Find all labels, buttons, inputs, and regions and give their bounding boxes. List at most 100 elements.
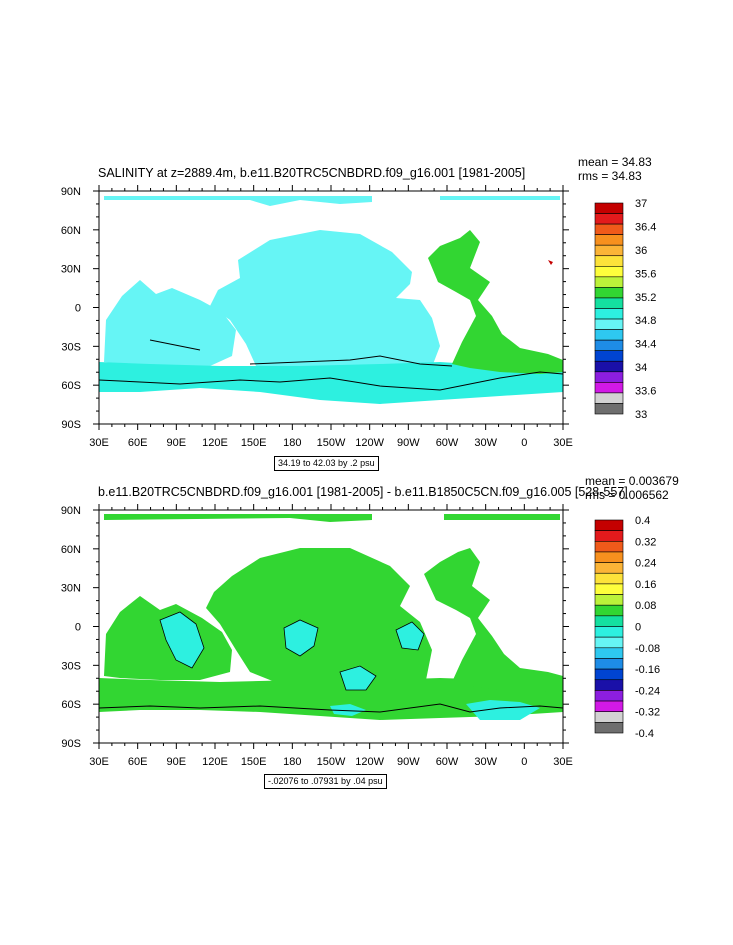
panel1-colorbar-label: 36	[635, 245, 647, 257]
panel1-colorbar-label: 33.6	[635, 386, 656, 398]
panel1-southern	[99, 362, 563, 404]
panel1-colorbar-swatch	[594, 329, 624, 341]
panel2-x-tick-label: 30E	[89, 756, 109, 768]
panel2-x-tick-label: 150E	[241, 756, 267, 768]
panel1-x-tick-label: 120E	[202, 437, 228, 449]
panel1-colorbar-swatch	[594, 244, 624, 257]
panel2-y-tick-label: 30S	[61, 660, 81, 672]
panel2-title: b.e11.B20TRC5CNBDRD.f09_g16.001 [1981-20…	[98, 485, 628, 499]
panel2-colorbar-swatch	[594, 636, 624, 649]
panel2-y-tick-label: 60S	[61, 699, 81, 711]
panel1-y-tick-label: 90N	[61, 186, 81, 198]
panel1-colorbar-swatch	[594, 287, 624, 299]
panel2-atlantic	[424, 548, 563, 692]
panel2-contour-pacific	[283, 619, 319, 657]
panel1-x-tick-label: 150E	[241, 437, 267, 449]
panel2-colorbar-label: -0.4	[635, 728, 654, 740]
panel1-colorbar-label: 35.2	[635, 292, 656, 304]
panel1-colorbar-swatch	[594, 202, 624, 214]
panel2-x-tick-label: 60E	[128, 756, 148, 768]
panel1-colorbar-swatch	[594, 276, 624, 288]
panel2-y-tick-label: 90S	[61, 738, 81, 750]
panel2-colorbar: 0.4 0.32 0.24 0.16 0.08 0 -0.08 -0.16 -0.24 -0.32…	[594, 515, 660, 740]
panel1-rms: rms = 34.83	[578, 169, 642, 183]
panel2-x-axis: 30E 60E 90E 120E 150E 180 150W 120W 90W 60W 30W 0 30…	[89, 504, 573, 768]
panel2-x-tick-label: 90E	[167, 756, 187, 768]
panel1-y-tick-label: 60N	[61, 225, 81, 237]
panel1-colorbar-swatch	[594, 255, 624, 267]
panel2-x-tick-label: 120E	[202, 756, 228, 768]
panel1-colorbar: 37 36.4 36 35.6 35.2 34.8 34.4 34 33.6 33	[594, 198, 656, 421]
panel1-x-axis: 30E 60E 90E 120E 150E 180 150W 120W 90W 60W 30W 0 30…	[89, 185, 573, 449]
panel2-colorbar-label: 0.08	[635, 600, 656, 612]
panel1-x-tick-label: 30E	[89, 437, 109, 449]
panel2-colorbar-swatch	[594, 540, 624, 553]
panel2-colorbar-swatch	[594, 658, 624, 670]
panel1-colorbar-label: 35.6	[635, 268, 656, 280]
panel2-southern	[99, 678, 563, 720]
panel1-atlantic	[428, 230, 563, 374]
panel2-y-tick-label: 90N	[61, 505, 81, 517]
panel2-colorbar-label: -0.32	[635, 707, 660, 719]
panel1-colorbar-swatch	[594, 213, 624, 225]
panel2-arctic-band	[104, 514, 372, 522]
panel2-patch-indian	[160, 612, 204, 668]
panel1-colorbar-label: 33	[635, 409, 647, 421]
panel1-x-tick-label: 120W	[355, 437, 384, 449]
panel2-colorbar-swatch	[594, 594, 624, 606]
panel1-colorbar-label: 37	[635, 198, 647, 210]
panel2-x-tick-label: 90W	[397, 756, 420, 768]
panel2-x-tick-label: 180	[283, 756, 301, 768]
panel2-x-tick-label: 150W	[317, 756, 346, 768]
panel2-rms: rms = 0.006562	[585, 488, 669, 502]
panel2-colorbar-swatch	[594, 615, 624, 627]
panel2-range-label: -.02076 to .07931 by .04 psu	[264, 774, 387, 789]
panel2-colorbar-swatch	[594, 679, 624, 691]
panel2-colorbar-swatch	[594, 604, 624, 617]
panel1-pacific	[210, 230, 440, 378]
panel2-colorbar-swatch	[594, 519, 624, 531]
panel2-colorbar-swatch	[594, 626, 624, 638]
panel1-colorbar-swatch	[594, 339, 624, 351]
panel1-colorbar-swatch	[594, 392, 624, 404]
panel2-y-tick-label: 60N	[61, 544, 81, 556]
panel1-x-tick-label: 60E	[128, 437, 148, 449]
panel1-y-tick-label: 30N	[61, 264, 81, 276]
panel1-arctic-band	[104, 196, 372, 206]
panel2-colorbar-swatch	[594, 700, 624, 712]
panel2-colorbar-swatch	[594, 711, 624, 723]
panel2-x-tick-label: 30E	[553, 756, 573, 768]
panel1-colorbar-swatch	[594, 360, 624, 373]
panel2-colorbar-swatch	[594, 530, 624, 542]
panel1-colorbar-swatch	[594, 223, 624, 235]
panel1-colorbar-swatch	[594, 297, 624, 309]
panel2-x-tick-label: 120W	[355, 756, 384, 768]
panel1-map: 30E 60E 90E 120E 150E 180 150W 120W 90W 60W 30W 0 30…	[61, 185, 573, 449]
panel2-patch-south-pacific	[330, 704, 366, 716]
panel1-colorbar-label: 34.4	[635, 339, 656, 351]
panel2-colorbar-label: 0.4	[635, 515, 650, 527]
panel1-title: SALINITY at z=2889.4m, b.e11.B20TRC5CNBD…	[98, 166, 526, 180]
panel1-colorbar-swatch	[594, 308, 624, 320]
panel2-pacific	[206, 548, 432, 690]
panel2-map: 30E 60E 90E 120E 150E 180 150W 120W 90W 60W 30W 0 30…	[61, 504, 573, 768]
panel1-y-tick-label: 90S	[61, 419, 81, 431]
panel2-colorbar-label: 0.32	[635, 536, 656, 548]
panel1-colorbar-swatch	[594, 371, 624, 383]
panel1-x-tick-label: 60W	[436, 437, 459, 449]
panel1-y-axis: 90N 60N 30N 0 30S 60S 90S	[61, 186, 569, 431]
panel1-contour-indian	[149, 339, 201, 351]
panel2-colorbar-swatch	[594, 551, 624, 563]
panel1-contour-mid	[249, 355, 453, 367]
panel2-mean: mean = 0.003679	[585, 474, 679, 488]
panel1-x-tick-label: 90E	[167, 437, 187, 449]
panel1-colorbar-swatch	[594, 350, 624, 362]
panel1-colorbar-label: 36.4	[635, 221, 656, 233]
panel1-x-tick-label: 30E	[553, 437, 573, 449]
panel2-patch-pacific	[284, 620, 318, 656]
panel2-arctic-band-east	[444, 514, 560, 520]
panel2-colorbar-label: 0.24	[635, 558, 656, 570]
panel2-colorbar-label: 0.16	[635, 579, 656, 591]
